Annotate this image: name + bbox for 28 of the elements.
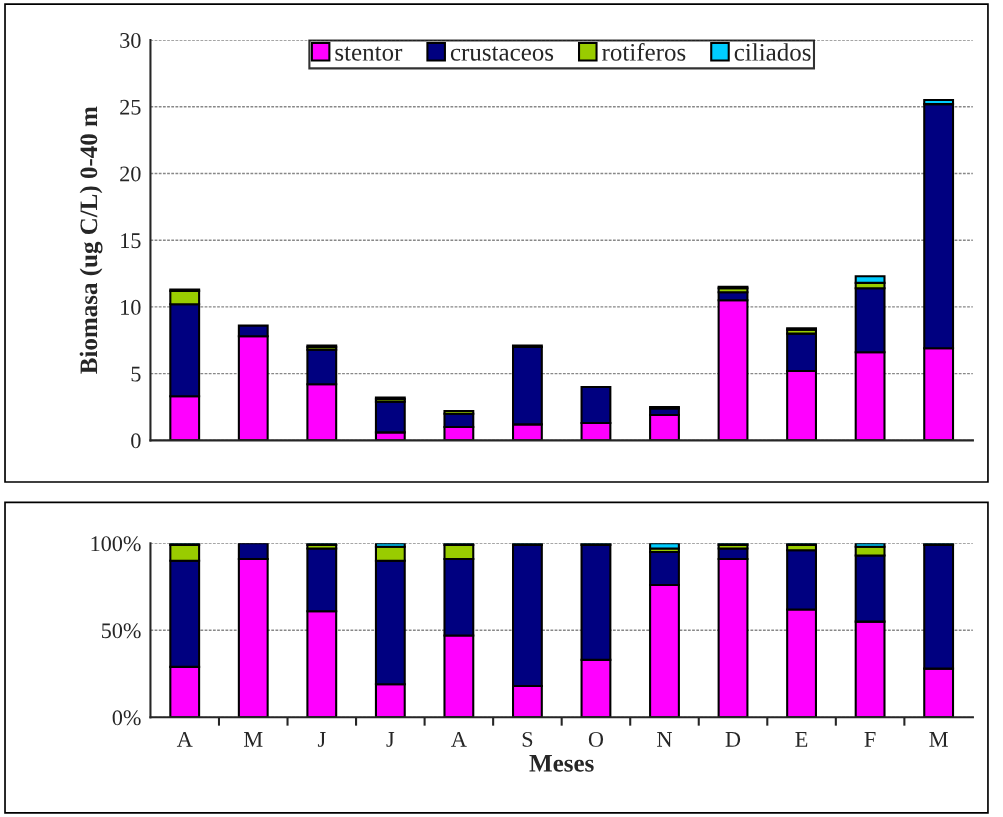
y-tick-label: 20	[120, 166, 141, 182]
x-tick-label: M	[929, 732, 948, 747]
x-tick-label: D	[725, 732, 741, 747]
x-tick-label: A	[176, 731, 193, 747]
y-tick-label: 50%	[101, 623, 141, 639]
y-axis-title: Biomasa (ug C/L) 0-40 m	[79, 106, 103, 374]
x-tick-label: F	[864, 732, 876, 747]
legend-label: crustaceos	[450, 46, 554, 61]
y-tick-label: 0	[131, 433, 141, 449]
y-tick-label: 30	[120, 32, 141, 48]
x-tick-label: M	[244, 732, 263, 747]
x-tick-label: N	[657, 732, 672, 747]
x-tick-label: J	[386, 732, 395, 747]
y-tick-label: 15	[121, 233, 141, 249]
y-tick-label: 25	[120, 99, 141, 115]
x-tick-label: E	[795, 732, 808, 747]
x-axis-title: Meses	[529, 755, 594, 772]
x-tick-label: O	[588, 731, 604, 747]
legend-label: rotiferos	[602, 42, 686, 61]
legend-label: ciliados	[734, 43, 811, 61]
y-tick-label: 10	[121, 299, 141, 315]
y-tick-label: 100%	[91, 536, 141, 552]
x-tick-label: A	[451, 731, 467, 747]
x-tick-label: J	[317, 732, 326, 747]
y-tick-label: 0%	[112, 710, 141, 726]
x-tick-label: S	[522, 731, 533, 747]
y-tick-label: 5	[131, 366, 141, 382]
legend-label: stentor	[335, 46, 403, 61]
